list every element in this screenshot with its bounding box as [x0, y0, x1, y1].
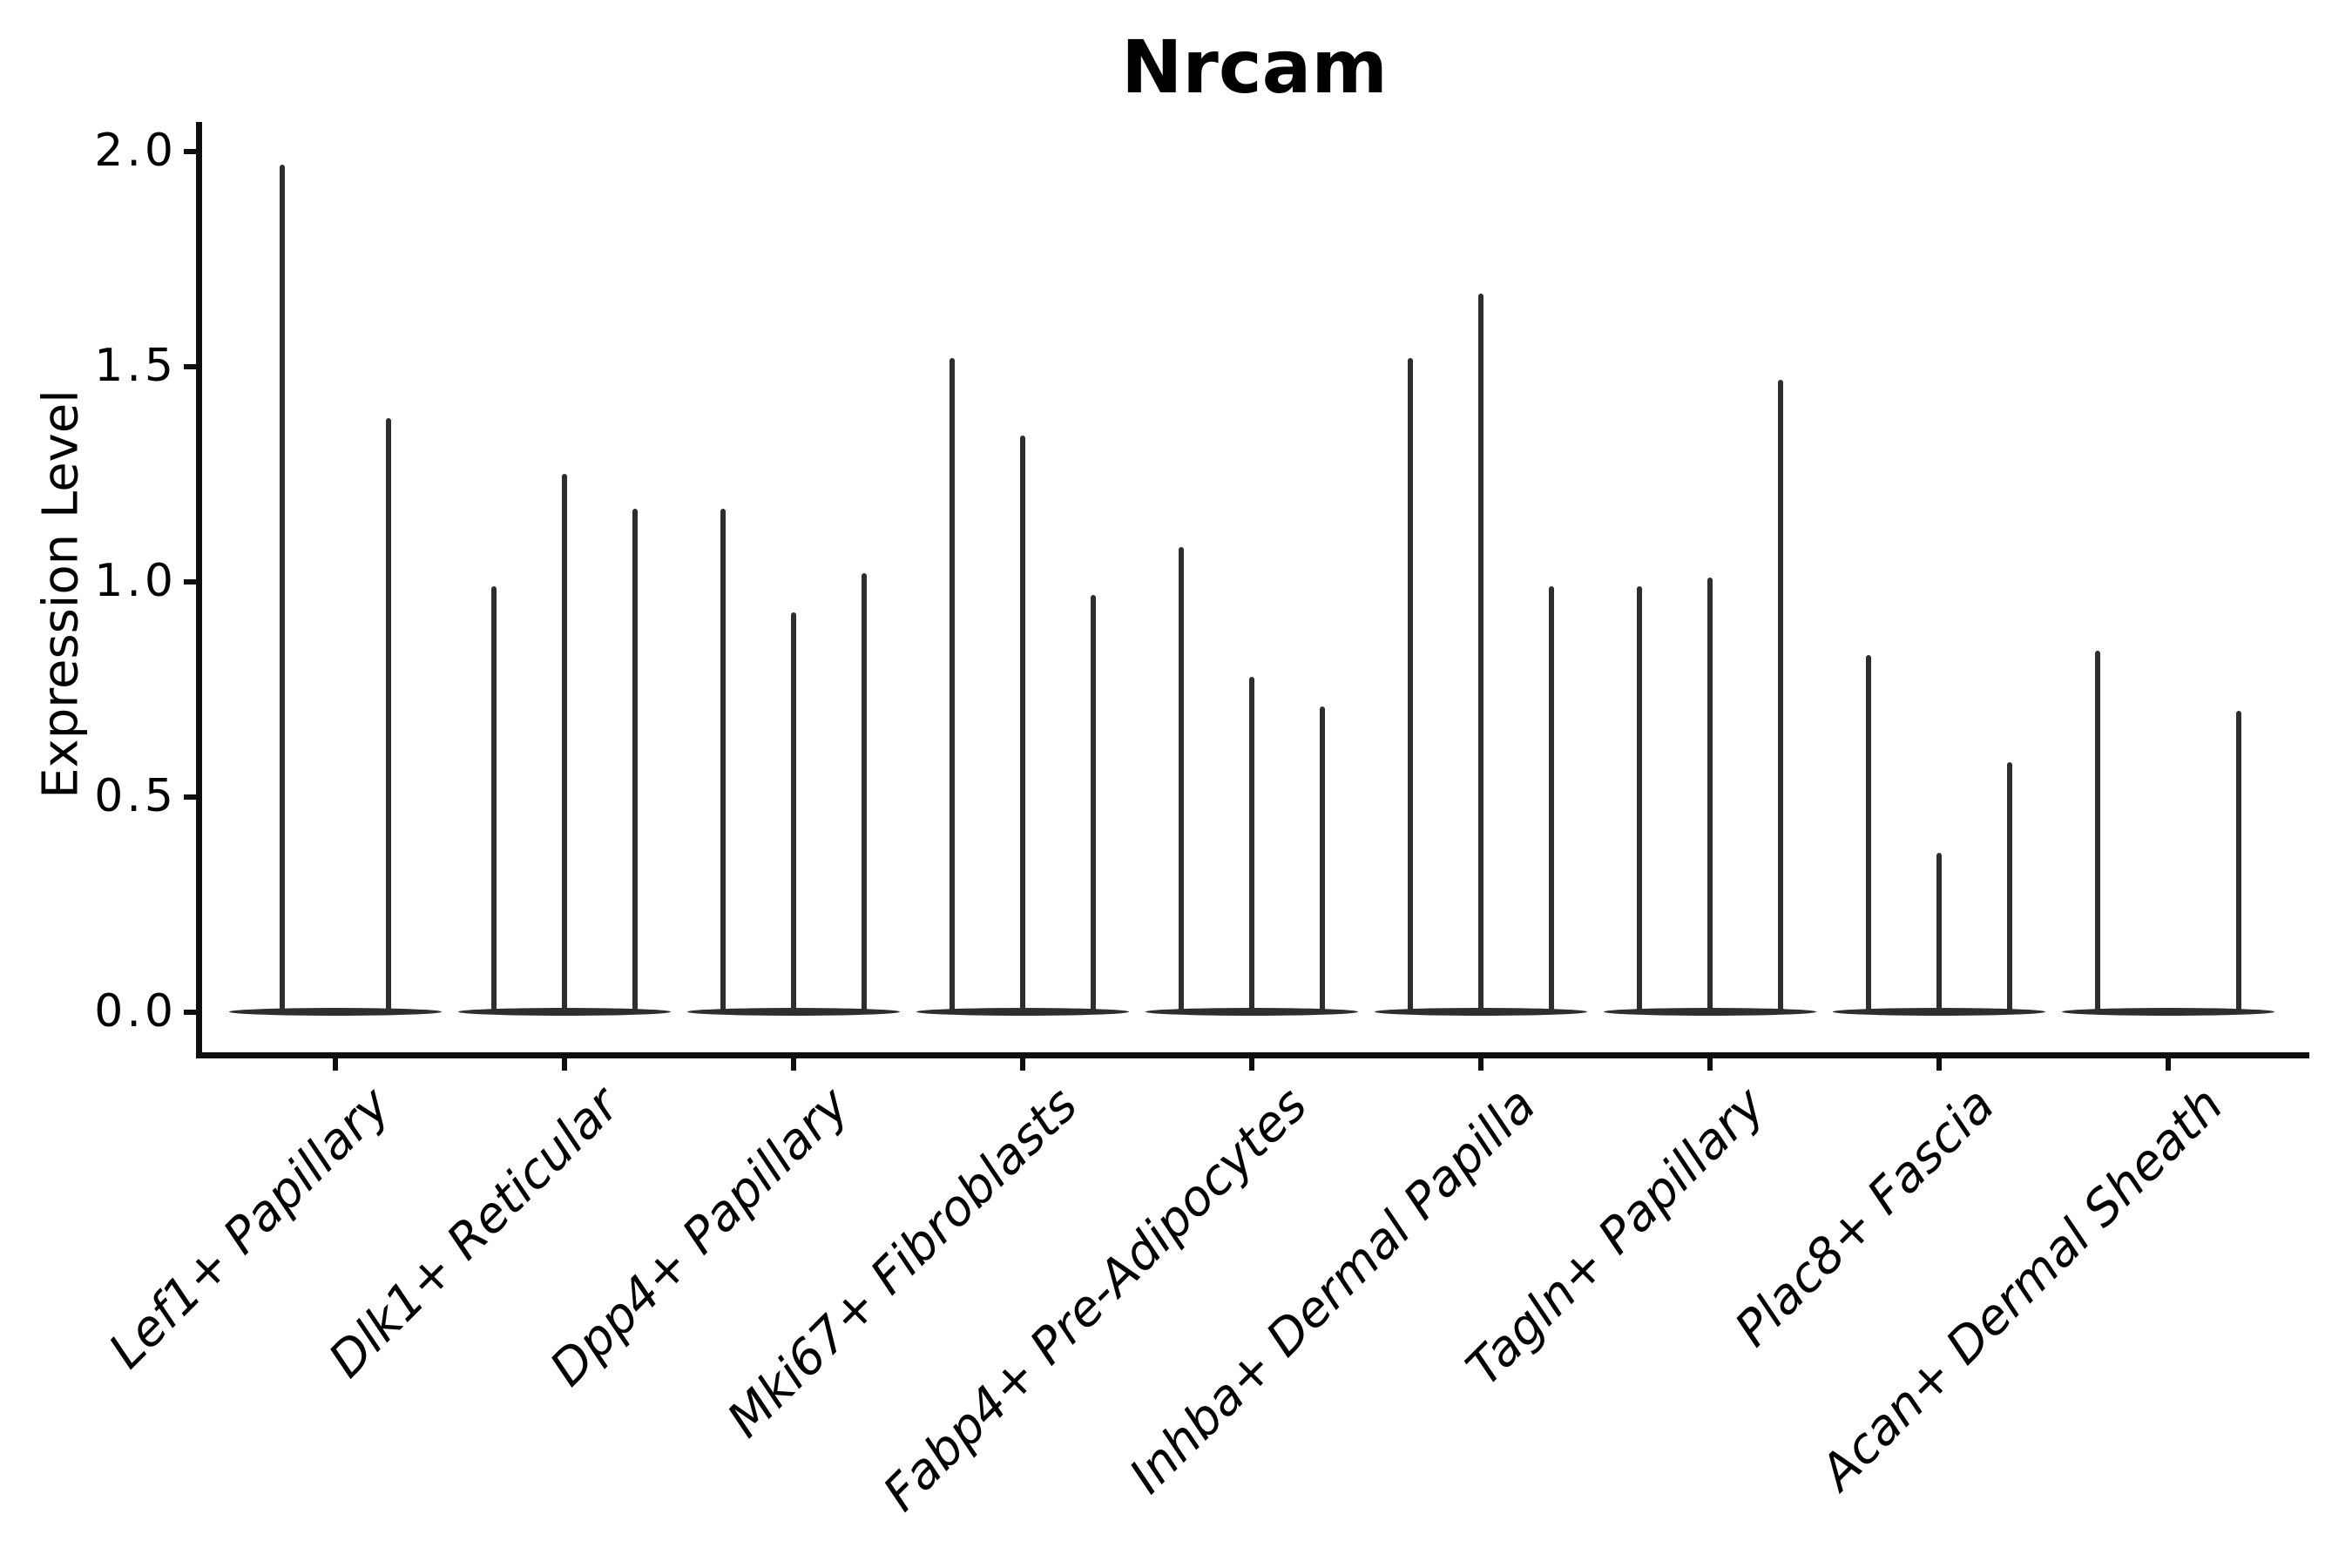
- violin-spike: [1865, 655, 1871, 1012]
- y-tick: [184, 1010, 196, 1015]
- violin-spike: [1936, 853, 1942, 1012]
- x-tick-label: Inhba+ Dermal Papilla: [1119, 1077, 1547, 1505]
- violin-spike: [1778, 380, 1784, 1012]
- x-tick: [1707, 1058, 1713, 1071]
- violin-spike: [1478, 294, 1484, 1012]
- violin-spike: [791, 612, 796, 1012]
- x-tick-label: Fabp4+ Pre-Adipocytes: [872, 1077, 1318, 1523]
- violin-spike: [1407, 358, 1413, 1012]
- violin-spike: [1020, 436, 1025, 1012]
- y-tick-label: 2.0: [94, 124, 177, 177]
- x-axis-spine: [196, 1052, 2309, 1058]
- violin-spike: [280, 165, 285, 1012]
- violin-spike: [1707, 578, 1713, 1012]
- x-tick: [1936, 1058, 1942, 1071]
- x-tick: [1020, 1058, 1025, 1071]
- violin-spike: [632, 509, 639, 1012]
- x-tick: [562, 1058, 567, 1071]
- violin-spike: [386, 418, 391, 1012]
- x-tick: [333, 1058, 338, 1071]
- y-tick: [184, 794, 196, 800]
- violin-spike: [1249, 677, 1254, 1012]
- x-tick: [791, 1058, 796, 1071]
- x-tick-label: Acan+ Dermal Sheath: [1809, 1077, 2234, 1501]
- violin-spike: [490, 586, 497, 1012]
- y-tick: [184, 364, 196, 369]
- violin-spike: [720, 509, 726, 1012]
- x-tick: [1478, 1058, 1484, 1071]
- y-tick-label: 0.5: [94, 769, 177, 822]
- violin-spike: [2094, 651, 2100, 1012]
- violin-spike: [1178, 547, 1184, 1012]
- violin-spike: [949, 358, 955, 1012]
- violin-base: [229, 1008, 442, 1016]
- y-axis-spine: [196, 122, 202, 1058]
- x-tick: [1249, 1058, 1254, 1071]
- y-tick: [184, 579, 196, 585]
- violin-spike: [1091, 595, 1097, 1012]
- x-tick: [2166, 1058, 2171, 1071]
- y-axis-label: Expression Level: [32, 389, 90, 799]
- y-tick-label: 1.0: [94, 554, 177, 607]
- y-tick: [184, 149, 196, 154]
- violin-spike: [562, 474, 567, 1012]
- violin-spike: [1320, 706, 1326, 1012]
- violin-spike: [2236, 711, 2242, 1012]
- y-tick-label: 1.5: [94, 339, 177, 392]
- violin-spike: [862, 573, 868, 1012]
- violin-spike: [1636, 586, 1642, 1012]
- violin-spike: [1549, 586, 1555, 1012]
- y-tick-label: 0.0: [94, 984, 177, 1037]
- violin-base: [2062, 1008, 2274, 1016]
- violin-spike: [2007, 762, 2013, 1012]
- chart-title: Nrcam: [1121, 24, 1388, 110]
